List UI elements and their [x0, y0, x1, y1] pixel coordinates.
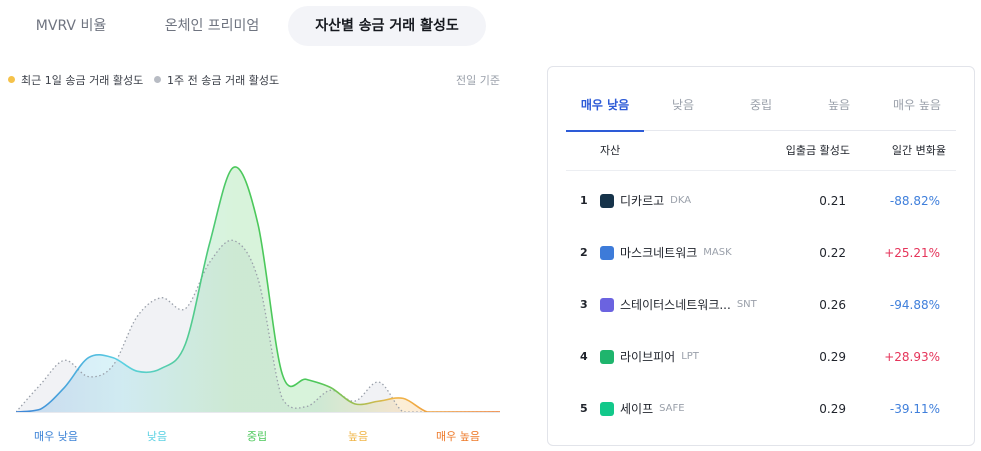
row-rank: 4 — [580, 350, 588, 363]
table-row[interactable]: 5 세이프 SAFE 0.29 -39.11% — [566, 383, 956, 435]
table-row[interactable]: 4 라이브피어 LPT 0.29 +28.93% — [566, 331, 956, 383]
table-row[interactable]: 3 스테이터스네트워크... SNT 0.26 -94.88% — [566, 279, 956, 331]
asset-symbol: SAFE — [659, 403, 685, 414]
panel-tab-very-high[interactable]: 매우 높음 — [893, 98, 941, 112]
panel-tab-low[interactable]: 낮음 — [671, 98, 695, 112]
safe-icon — [600, 402, 614, 416]
series-prev-line — [16, 239, 500, 413]
x-tick-label: 낮음 — [146, 430, 168, 443]
livepeer-icon — [600, 350, 614, 364]
legend-item-prev: 1주 전 송금 거래 활성도 — [154, 72, 279, 88]
x-tick-label: 매우 높음 — [436, 430, 480, 443]
x-tick-label: 높음 — [347, 430, 369, 443]
asset-ranking-panel: 매우 낮음 낮음 중립 높음 매우 높음 자산 입출금 활성도 일간 변화율 1… — [547, 66, 975, 446]
asset-change: -94.88% — [889, 298, 940, 312]
dkargo-icon — [600, 194, 614, 208]
legend-dot-prev — [154, 76, 161, 83]
table-row[interactable]: 2 마스크네트워크 MASK 0.22 +25.21% — [566, 227, 956, 279]
asset-name: 라이브피어 — [620, 350, 676, 364]
tab-bar: MVRV 비율 온체인 프리미엄 자산별 송금 거래 활성도 — [0, 0, 981, 46]
asset-symbol: MASK — [703, 247, 732, 258]
series-current-area — [16, 166, 500, 412]
row-rank: 5 — [580, 402, 588, 415]
row-rank: 2 — [580, 246, 588, 259]
basis-label: 전일 기준 — [456, 74, 500, 87]
series-current-line — [16, 166, 500, 413]
x-tick-label: 매우 낮음 — [34, 430, 78, 443]
panel-tab-high[interactable]: 높음 — [827, 98, 851, 112]
tab-mvrv-ratio[interactable]: MVRV 비율 — [35, 18, 107, 34]
asset-name: 디카르고 — [620, 194, 665, 208]
panel-tab-neutral[interactable]: 중립 — [749, 98, 773, 112]
asset-activity: 0.29 — [819, 350, 846, 364]
asset-change: +25.21% — [884, 246, 940, 260]
table-header: 자산 입출금 활성도 일간 변화율 — [566, 131, 956, 171]
activity-chart — [16, 166, 500, 413]
asset-activity: 0.29 — [819, 402, 846, 416]
asset-symbol: SNT — [736, 299, 757, 310]
tab-transfer-activity[interactable]: 자산별 송금 거래 활성도 — [288, 6, 486, 46]
legend-dot-current — [8, 76, 15, 83]
asset-change: +28.93% — [884, 350, 940, 364]
header-asset: 자산 — [600, 144, 621, 157]
asset-name: 스테이터스네트워크... — [620, 298, 731, 312]
panel-tab-bar: 매우 낮음 낮음 중립 높음 매우 높음 — [566, 83, 956, 132]
asset-activity: 0.21 — [819, 194, 846, 208]
row-rank: 1 — [580, 194, 588, 207]
legend-item-current: 최근 1일 송금 거래 활성도 — [8, 72, 143, 88]
asset-name: 마스크네트워크 — [620, 246, 698, 260]
tab-onchain-premium[interactable]: 온체인 프리미엄 — [164, 18, 260, 34]
asset-change: -88.82% — [889, 194, 940, 208]
x-tick-label: 중립 — [246, 430, 268, 443]
asset-activity: 0.26 — [819, 298, 846, 312]
row-rank: 3 — [580, 298, 588, 311]
legend-label-prev: 1주 전 송금 거래 활성도 — [167, 74, 280, 87]
legend-label-current: 최근 1일 송금 거래 활성도 — [21, 74, 144, 87]
panel-tab-very-low[interactable]: 매우 낮음 — [566, 83, 644, 132]
header-activity: 입출금 활성도 — [785, 144, 850, 157]
asset-activity: 0.22 — [819, 246, 846, 260]
status-network-icon — [600, 298, 614, 312]
asset-change: -39.11% — [889, 402, 940, 416]
table-row[interactable]: 1 디카르고 DKA 0.21 -88.82% — [566, 175, 956, 227]
mask-network-icon — [600, 246, 614, 260]
asset-symbol: LPT — [681, 351, 699, 362]
asset-name: 세이프 — [620, 402, 654, 416]
x-axis-labels: 매우 낮음 낮음 중립 높음 매우 높음 — [0, 428, 520, 444]
asset-symbol: DKA — [670, 195, 692, 206]
header-change: 일간 변화율 — [891, 144, 946, 157]
